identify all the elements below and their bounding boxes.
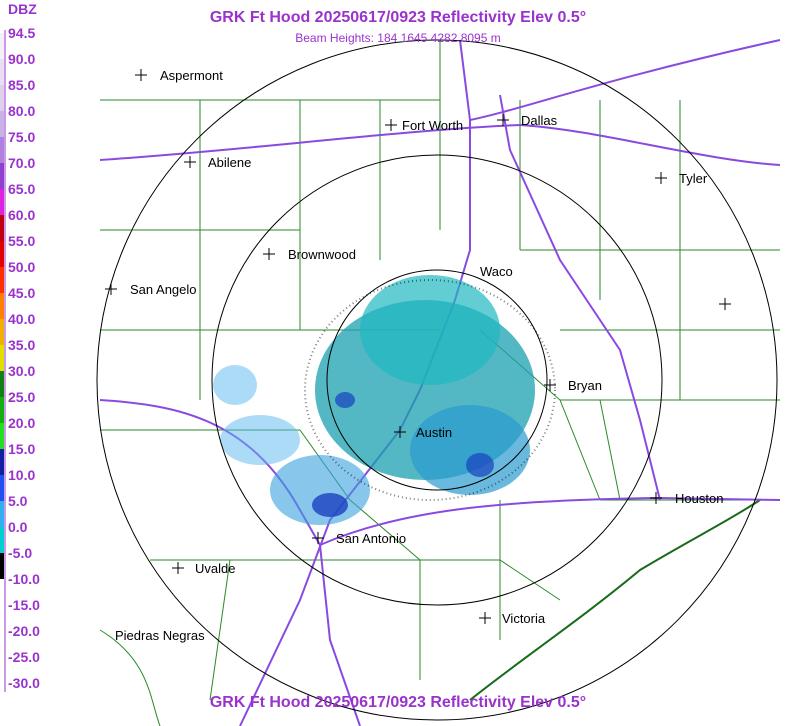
legend-label: 80.0 xyxy=(8,103,35,119)
city-marker xyxy=(544,379,556,391)
legend-label: -5.0 xyxy=(8,545,32,561)
legend-label: -20.0 xyxy=(8,623,40,639)
legend-swatch xyxy=(0,657,4,683)
city-label: Bryan xyxy=(568,378,602,393)
legend-label: 85.0 xyxy=(8,77,35,93)
legend-label: 30.0 xyxy=(8,363,35,379)
city-marker xyxy=(263,248,275,260)
legend-label: -15.0 xyxy=(8,597,40,613)
legend-unit: DBZ xyxy=(8,1,37,17)
legend-label: -30.0 xyxy=(8,675,40,691)
city-label: Austin xyxy=(416,425,452,440)
city-label: Dallas xyxy=(521,113,558,128)
legend-label: 45.0 xyxy=(8,285,35,301)
city-marker xyxy=(172,562,184,574)
legend-swatch xyxy=(0,85,4,111)
legend-label: 75.0 xyxy=(8,129,35,145)
legend-swatch xyxy=(0,163,4,189)
legend-label: 25.0 xyxy=(8,389,35,405)
legend-swatch xyxy=(0,267,4,293)
footer-title: GRK Ft Hood 20250617/0923 Reflectivity E… xyxy=(210,694,586,711)
city-label: San Angelo xyxy=(130,282,197,297)
city-marker xyxy=(394,426,406,438)
legend-label: 35.0 xyxy=(8,337,35,353)
city-label: Uvalde xyxy=(195,561,235,576)
legend-swatch xyxy=(0,137,4,163)
radar-echoes xyxy=(213,275,556,525)
legend-swatch xyxy=(0,579,4,605)
legend-swatch xyxy=(0,293,4,319)
legend-label: 40.0 xyxy=(8,311,35,327)
city-label: Piedras Negras xyxy=(115,628,205,643)
legend-label: 15.0 xyxy=(8,441,35,457)
city-marker xyxy=(479,612,491,624)
legend-swatch xyxy=(0,475,4,501)
legend-label: 55.0 xyxy=(8,233,35,249)
legend-swatch xyxy=(0,319,4,345)
legend-swatch xyxy=(0,423,4,449)
city-marker xyxy=(650,492,662,504)
legend-swatch xyxy=(0,33,4,59)
legend-swatch xyxy=(0,59,4,85)
city-marker xyxy=(497,114,509,126)
legend-label: -10.0 xyxy=(8,571,40,587)
city-marker xyxy=(719,298,731,310)
legend-swatch xyxy=(0,241,4,267)
city-marker xyxy=(105,283,117,295)
range-rings xyxy=(96,39,778,721)
city-label: Brownwood xyxy=(288,247,356,262)
legend-swatch xyxy=(0,527,4,553)
legend-label: 10.0 xyxy=(8,467,35,483)
legend-label: 60.0 xyxy=(8,207,35,223)
subtitle: Beam Heights: 184 1645 4282 8095 m xyxy=(295,31,500,45)
city-label: Tyler xyxy=(679,171,708,186)
legend-swatch xyxy=(0,345,4,371)
legend-swatch xyxy=(0,605,4,631)
legend-label: 20.0 xyxy=(8,415,35,431)
legend-swatch xyxy=(0,215,4,241)
city-label: Fort Worth xyxy=(402,118,463,133)
city-label: San Antonio xyxy=(336,531,406,546)
city-label: Aspermont xyxy=(160,68,223,83)
legend-swatch xyxy=(0,189,4,215)
city-label: Waco xyxy=(480,264,513,279)
legend-label: 5.0 xyxy=(8,493,28,509)
city-label: Houston xyxy=(675,491,723,506)
legend-swatch xyxy=(0,397,4,423)
legend-label: 0.0 xyxy=(8,519,28,535)
cities: Aspermont Fort Worth Dallas Abilene Tyler Bro… xyxy=(105,68,731,643)
legend-label: 94.5 xyxy=(8,25,35,41)
legend-swatch xyxy=(0,111,4,137)
legend-label: 90.0 xyxy=(8,51,35,67)
city-marker xyxy=(184,156,196,168)
legend-label: 65.0 xyxy=(8,181,35,197)
legend-swatch xyxy=(0,449,4,475)
legend: DBZ 94.5 90.0 85.0 80.0 75.0 70.0 65.0 60.0 55.0… xyxy=(0,1,40,692)
city-marker xyxy=(655,172,667,184)
city-marker xyxy=(385,119,397,131)
legend-label: 70.0 xyxy=(8,155,35,171)
legend-swatch xyxy=(0,631,4,657)
city-label: Victoria xyxy=(502,611,546,626)
state-lines xyxy=(99,40,780,726)
city-marker xyxy=(312,532,324,544)
legend-label: -25.0 xyxy=(8,649,40,665)
city-marker xyxy=(135,69,147,81)
title: GRK Ft Hood 20250617/0923 Reflectivity E… xyxy=(210,9,586,26)
city-label: Abilene xyxy=(208,155,251,170)
legend-swatch xyxy=(0,553,4,579)
legend-swatch xyxy=(0,501,4,527)
legend-swatch xyxy=(0,371,4,397)
legend-label: 50.0 xyxy=(8,259,35,275)
